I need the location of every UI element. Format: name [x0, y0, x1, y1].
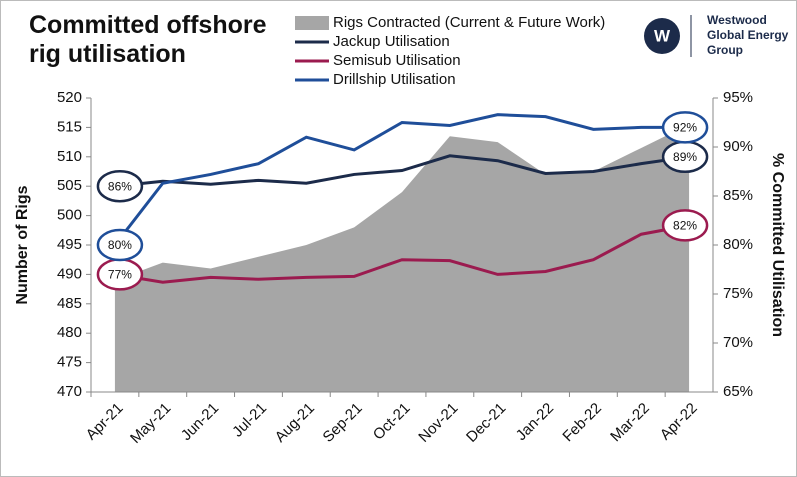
logo-text: Westwood	[707, 13, 767, 27]
line	[114, 223, 690, 284]
legend-label: Semisub Utilisation	[333, 52, 461, 69]
legend-swatch	[295, 16, 329, 30]
chart-title: Committed offshore rig utilisation	[29, 11, 267, 68]
y2-tick-label: 80%	[723, 236, 753, 253]
y-tick-label: 485	[57, 295, 82, 312]
x-tick-label: Feb-22	[559, 400, 605, 446]
y2-tick-label: 95%	[723, 89, 753, 106]
x-tick-label: May-21	[127, 400, 174, 447]
legend-label: Drillship Utilisation	[333, 71, 456, 88]
x-tick-label: Aug-21	[272, 400, 318, 446]
legend-label: Jackup Utilisation	[333, 33, 450, 50]
y-tick-label: 495	[57, 236, 82, 253]
data-label: 92%	[673, 121, 697, 135]
y2-tick-label: 85%	[723, 187, 753, 204]
y-tick-label: 520	[57, 89, 82, 106]
data-label: 89%	[673, 150, 697, 164]
y-tick-label: 505	[57, 177, 82, 194]
label-bubble	[661, 111, 709, 144]
y-tick-label: 515	[57, 118, 82, 135]
x-tick-label: Nov-21	[415, 400, 461, 446]
logo-circle	[644, 18, 680, 54]
x-tick-label: Jul-21	[229, 400, 270, 441]
x-tick-label: Jun-21	[178, 400, 222, 444]
label-bubble	[96, 169, 144, 203]
legend-label: Rigs Contracted (Current & Future Work)	[333, 14, 605, 31]
y2-tick-label: 90%	[723, 138, 753, 155]
label-bubble	[96, 228, 144, 262]
x-tick-label: Jan-22	[513, 400, 557, 444]
y-tick-label: 510	[57, 148, 82, 165]
x-tick-label: Sep-21	[320, 400, 366, 446]
y-axis-title: Number of Rigs	[14, 185, 31, 304]
data-label: 82%	[673, 219, 697, 233]
y-tick-label: 475	[57, 354, 82, 371]
line	[114, 154, 690, 188]
data-label: 77%	[108, 268, 132, 282]
logo-mark: W	[654, 26, 671, 45]
label-bubble	[661, 209, 709, 242]
x-tick-label: Dec-21	[463, 400, 509, 446]
logo-text: Group	[707, 43, 743, 57]
x-tick-label: Oct-21	[370, 400, 414, 444]
y2-tick-label: 75%	[723, 285, 753, 302]
y2-tick-label: 70%	[723, 334, 753, 351]
x-tick-label: Mar-22	[607, 400, 653, 446]
logo-text: Global Energy	[707, 28, 789, 42]
data-label: 80%	[108, 238, 132, 252]
x-tick-label: Apr-22	[657, 400, 701, 444]
y-tick-label: 470	[57, 383, 82, 400]
y-tick-label: 490	[57, 265, 82, 282]
line	[113, 113, 690, 246]
y-tick-label: 480	[57, 324, 82, 341]
x-tick-label: Apr-21	[83, 400, 127, 444]
y-tick-label: 500	[57, 207, 82, 224]
y2-axis-title: % Committed Utilisation	[769, 153, 786, 337]
data-label: 86%	[108, 179, 132, 193]
y2-tick-label: 65%	[723, 383, 753, 400]
